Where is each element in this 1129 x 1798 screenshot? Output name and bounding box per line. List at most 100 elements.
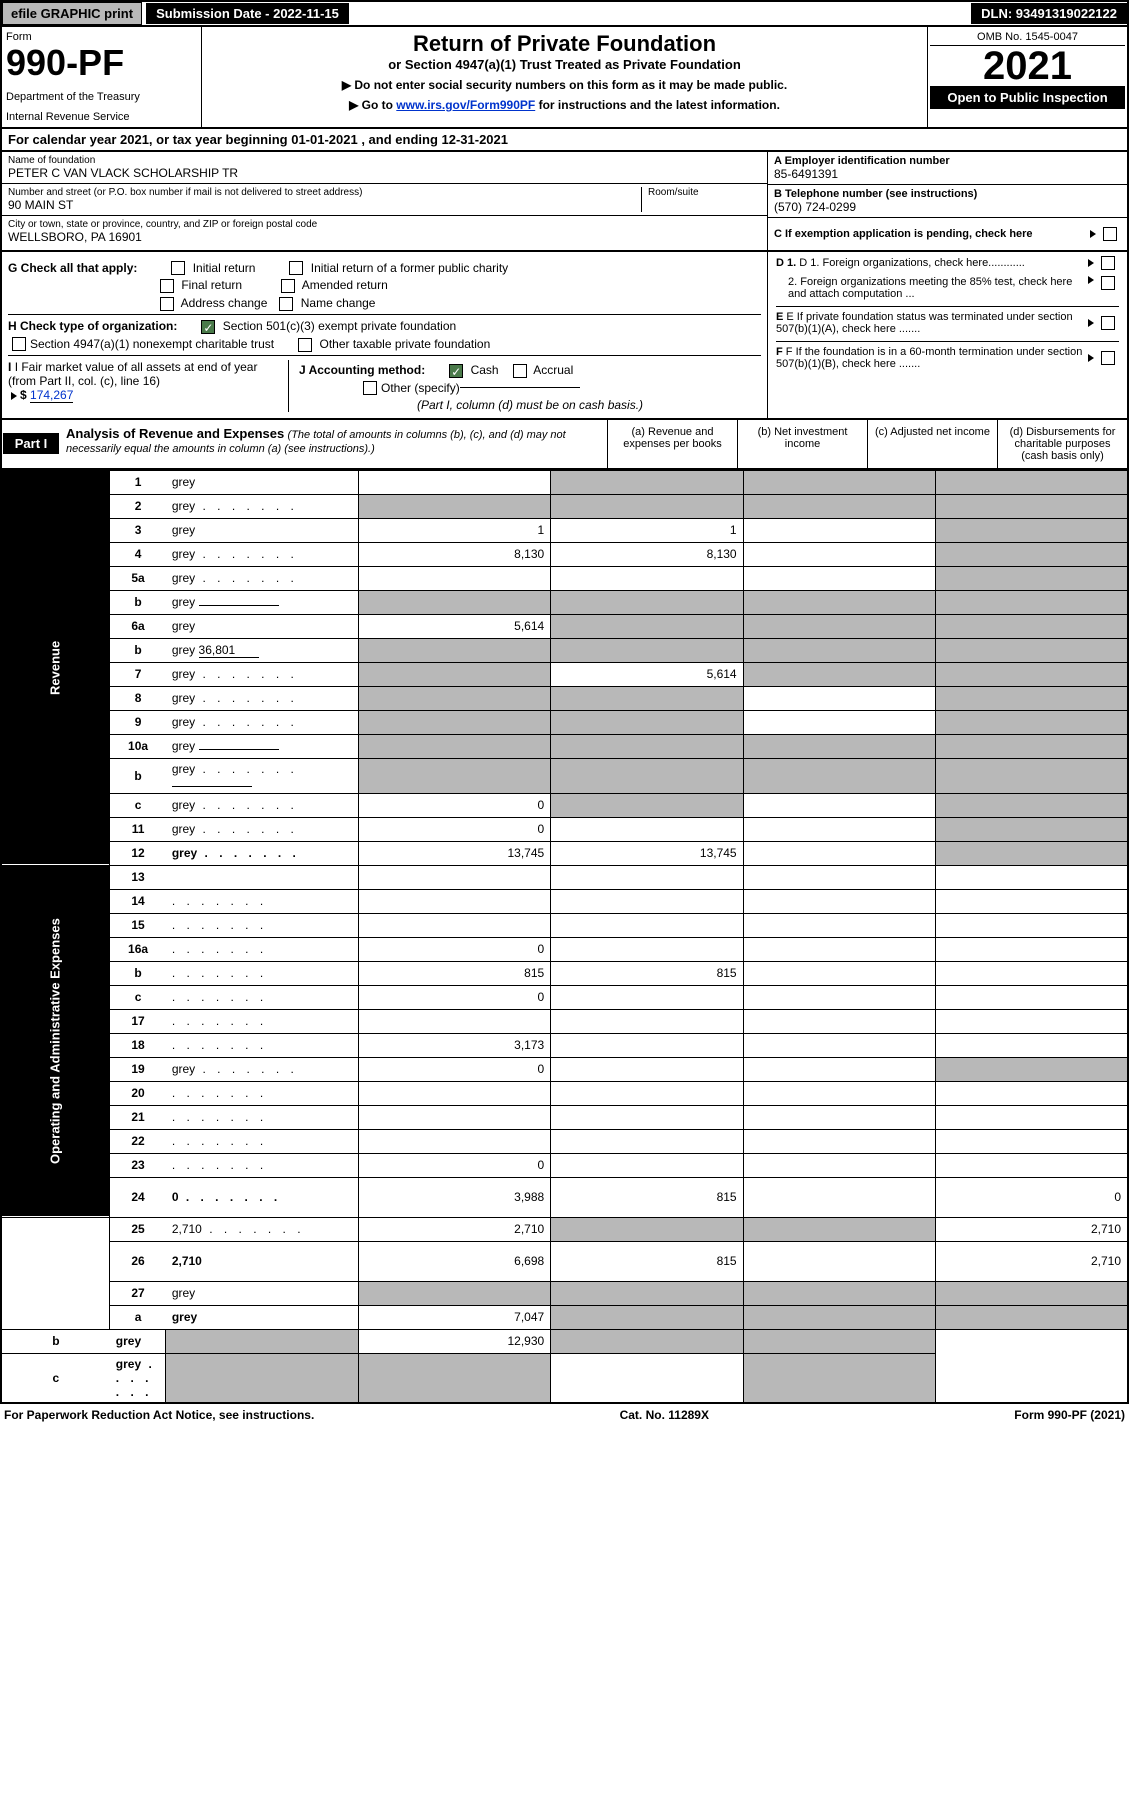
initial-former-checkbox[interactable] (289, 261, 303, 275)
table-row: 252,710 . . . . . . .2,7102,710 (1, 1217, 1128, 1241)
cell-value (551, 1081, 743, 1105)
line-number: c (110, 985, 166, 1009)
line-description: grey (166, 518, 358, 542)
table-row: 7grey . . . . . . .5,614 (1, 662, 1128, 686)
cell-value (551, 566, 743, 590)
cell-value: 0 (358, 1153, 550, 1177)
table-row: bgrey . . . . . . . (1, 758, 1128, 793)
line-number: 21 (110, 1105, 166, 1129)
calendar-year-line: For calendar year 2021, or tax year begi… (0, 129, 1129, 152)
final-return-checkbox[interactable] (160, 279, 174, 293)
cell-value (358, 1105, 550, 1129)
cell-value (743, 1033, 935, 1057)
name-change-checkbox[interactable] (279, 297, 293, 311)
form-footer: Form 990-PF (2021) (1014, 1408, 1125, 1422)
form-header: Form 990-PF Department of the Treasury I… (0, 27, 1129, 129)
cell-value (936, 566, 1128, 590)
cell-value: 1 (358, 518, 550, 542)
line-description: . . . . . . . (166, 889, 358, 913)
city-row: City or town, state or province, country… (2, 216, 767, 248)
cell-value (743, 758, 935, 793)
cell-value (551, 470, 743, 494)
line-number: b (110, 638, 166, 662)
cell-value (551, 734, 743, 758)
table-row: 12grey . . . . . . .13,74513,745 (1, 841, 1128, 865)
f-checkbox[interactable] (1101, 351, 1115, 365)
cell-value (743, 1217, 935, 1241)
d1-checkbox[interactable] (1101, 256, 1115, 270)
cell-value (936, 1009, 1128, 1033)
cell-value: 815 (551, 961, 743, 985)
cell-value: 8,130 (551, 542, 743, 566)
line-description: grey (166, 1305, 358, 1329)
other-method-checkbox[interactable] (363, 381, 377, 395)
line-number: 4 (110, 542, 166, 566)
cell-value: 12,930 (358, 1329, 550, 1353)
d2-checkbox[interactable] (1101, 276, 1115, 290)
cell-value (358, 686, 550, 710)
exemption-checkbox[interactable] (1103, 227, 1117, 241)
cell-value (166, 1329, 358, 1353)
e-row: E E If private foundation status was ter… (776, 306, 1119, 335)
cell-value (743, 614, 935, 638)
line-number: 7 (110, 662, 166, 686)
amended-checkbox[interactable] (281, 279, 295, 293)
cell-value: 6,698 (358, 1241, 550, 1281)
line-number: 26 (110, 1241, 166, 1281)
line-description: grey . . . . . . . (166, 1057, 358, 1081)
initial-return-checkbox[interactable] (171, 261, 185, 275)
arrow-icon (11, 392, 17, 400)
sub-title: or Section 4947(a)(1) Trust Treated as P… (206, 57, 923, 72)
address-change-checkbox[interactable] (160, 297, 174, 311)
cell-value (551, 889, 743, 913)
line-description: grey (166, 470, 358, 494)
cell-value: 2,710 (936, 1217, 1128, 1241)
efile-print-button[interactable]: efile GRAPHIC print (2, 2, 142, 25)
cell-value (551, 1105, 743, 1129)
cell-value (551, 985, 743, 1009)
line-description: . . . . . . . (166, 913, 358, 937)
line-number: 24 (110, 1177, 166, 1217)
arrow-icon (1088, 319, 1094, 327)
table-row: 10agrey (1, 734, 1128, 758)
4947-checkbox[interactable] (12, 337, 26, 351)
501c3-checkbox[interactable]: ✓ (201, 320, 215, 334)
line-description: 2,710 . . . . . . . (166, 1217, 358, 1241)
line-number: 12 (110, 841, 166, 865)
line-description: grey . . . . . . . (166, 566, 358, 590)
cell-value: 0 (358, 793, 550, 817)
part-label: Part I (3, 433, 60, 454)
cell-value (936, 793, 1128, 817)
line-description: . . . . . . . (166, 1129, 358, 1153)
cell-value (936, 758, 1128, 793)
line-description: grey (166, 614, 358, 638)
table-row: 4grey . . . . . . .8,1308,130 (1, 542, 1128, 566)
line-description: grey . . . . . . . (166, 817, 358, 841)
table-row: 19grey . . . . . . .0 (1, 1057, 1128, 1081)
other-taxable-checkbox[interactable] (298, 338, 312, 352)
accrual-checkbox[interactable] (513, 364, 527, 378)
cell-value (358, 865, 550, 889)
cell-value (743, 1241, 935, 1281)
revenue-expense-table: Revenue1grey2grey . . . . . . .3grey114g… (0, 470, 1129, 1404)
cell-value: 7,047 (358, 1305, 550, 1329)
cell-value (743, 566, 935, 590)
cell-value (743, 542, 935, 566)
cash-checkbox[interactable]: ✓ (449, 364, 463, 378)
cell-value (551, 1153, 743, 1177)
table-row: 6agrey5,614 (1, 614, 1128, 638)
form-link[interactable]: www.irs.gov/Form990PF (396, 98, 535, 112)
cell-value (743, 470, 935, 494)
cell-value (936, 1105, 1128, 1129)
revenue-sidelabel: Revenue (1, 470, 110, 865)
cell-value: 815 (551, 1241, 743, 1281)
e-checkbox[interactable] (1101, 316, 1115, 330)
table-row: 262,7106,6988152,710 (1, 1241, 1128, 1281)
arrow-icon (1088, 276, 1094, 284)
line-description: grey 36,801 (166, 638, 358, 662)
line-number: 27 (110, 1281, 166, 1305)
table-row: Operating and Administrative Expenses13 (1, 865, 1128, 889)
cell-value (936, 865, 1128, 889)
table-row: 8grey . . . . . . . (1, 686, 1128, 710)
cell-value (358, 734, 550, 758)
